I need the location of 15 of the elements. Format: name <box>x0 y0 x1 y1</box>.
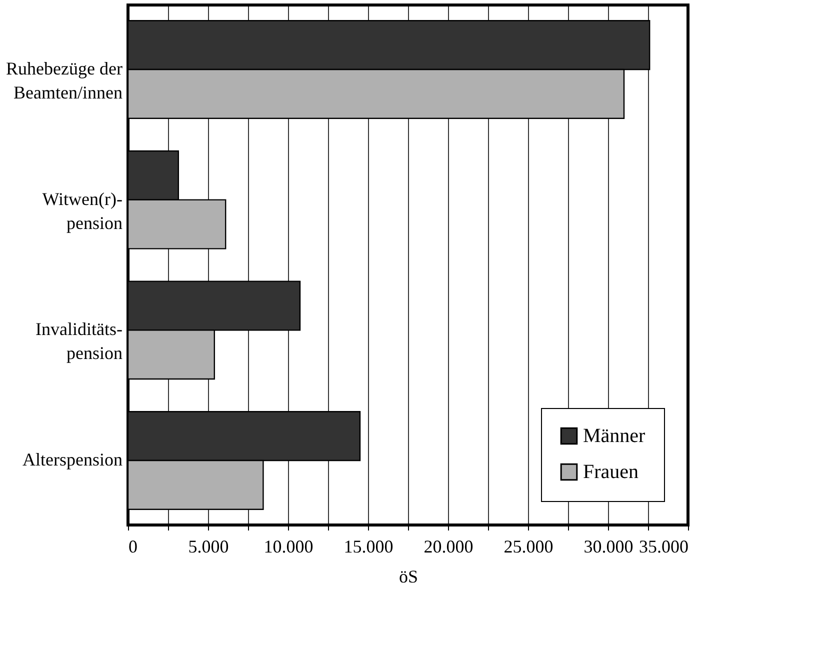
x-axis-title: öS <box>398 566 418 586</box>
y-tick-label: Witwen(r)-pension <box>42 188 122 233</box>
x-tick-label: 5.000 <box>188 536 229 556</box>
y-tick-label: Invaliditäts-pension <box>36 319 122 364</box>
x-tick-label: 10.000 <box>264 536 314 556</box>
legend-label: Männer <box>583 425 646 447</box>
x-tick-label: 0 <box>128 536 138 556</box>
y-tick-label: Alterspension <box>22 449 122 470</box>
x-tick-label: 30.000 <box>584 536 634 556</box>
x-tick-label: 25.000 <box>504 536 554 556</box>
legend-label: Frauen <box>583 461 639 483</box>
y-tick-label: Ruhebezüge der Beamten/innen <box>6 58 122 103</box>
x-tick-label: 15.000 <box>344 536 394 556</box>
x-tick-label: 35.000 <box>639 536 688 556</box>
x-tick-label: 20.000 <box>424 536 474 556</box>
